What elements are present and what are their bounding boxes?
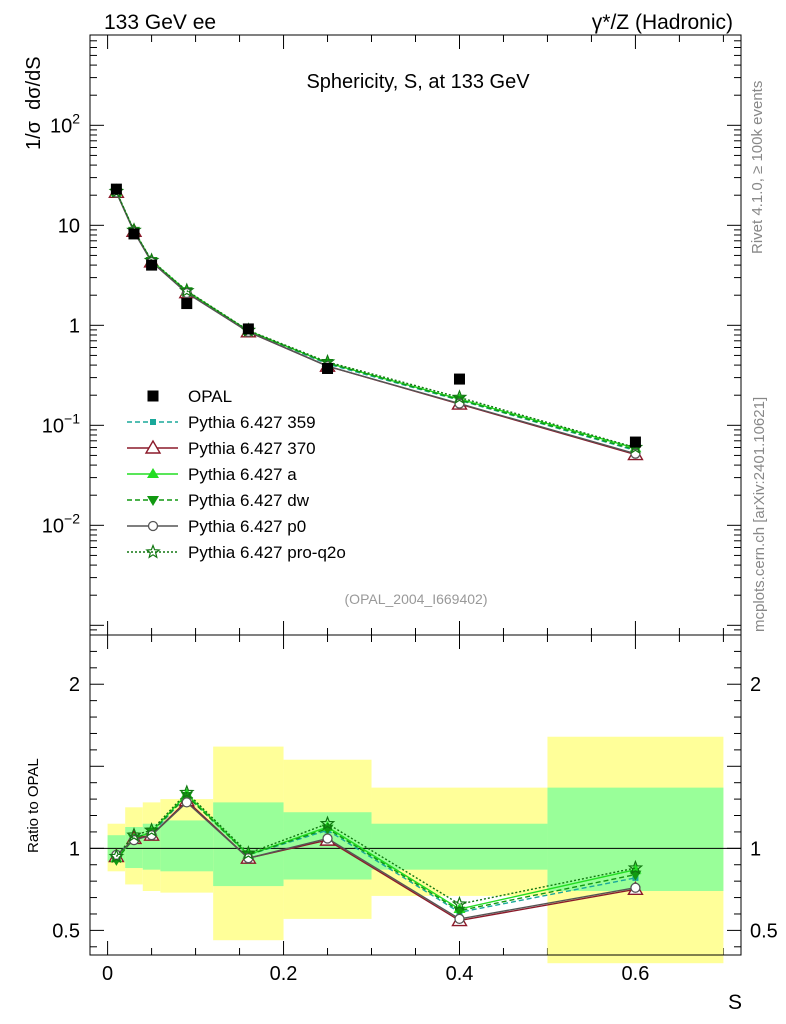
- ratio-y-tick-label-2: 2: [69, 674, 80, 696]
- legend-marker-2: [144, 439, 162, 454]
- ratio-point-5-5: [319, 815, 336, 831]
- ratio-y-tick-label-right-1: 1: [750, 838, 761, 860]
- main-point-0-5: [322, 362, 334, 374]
- legend-entry-3: Pythia 6.427 a: [127, 465, 297, 484]
- main-y-tick-label-2: 1: [69, 315, 80, 337]
- legend-entry-4: Pythia 6.427 dw: [127, 491, 310, 510]
- main-plot-panel: 10−2 10−1 1 10 102: [42, 34, 742, 955]
- legend-entry-2: Pythia 6.427 370: [127, 439, 316, 458]
- main-point-0-3: [181, 298, 193, 310]
- main-point-0-0: [110, 183, 122, 195]
- main-point-6-6: [451, 389, 468, 405]
- ratio-point-5-3: [179, 784, 195, 800]
- main-point-6-3: [179, 282, 195, 298]
- header-left: 133 GeV ee: [104, 11, 216, 34]
- legend: OPAL Pythia 6.427 359 Pythia 6.427 370 Pyth…: [127, 387, 346, 562]
- main-series-line-4: [115, 191, 636, 451]
- legend-marker-0: [147, 390, 159, 402]
- ratio-point-5-7: [627, 859, 644, 875]
- ratio-point-5-0: [108, 848, 125, 864]
- legend-marker-1: [150, 419, 156, 425]
- main-point-0-2: [146, 259, 158, 271]
- legend-label-0: OPAL: [188, 387, 232, 406]
- ratio-point-4-3: [181, 797, 192, 808]
- ratio-point-5-6: [451, 895, 468, 911]
- x-tick-label-3: 0.6: [622, 963, 650, 985]
- rivet-label: Rivet 4.1.0, ≥ 100k events: [749, 81, 766, 254]
- legend-label-4: Pythia 6.427 dw: [188, 491, 310, 510]
- legend-marker-4: [147, 496, 159, 506]
- ratio-point-5-4: [240, 845, 257, 860]
- x-tick-label-1: 0.2: [270, 963, 298, 985]
- x-tick-label-0: 0: [102, 963, 113, 985]
- ratio-point-4-7: [630, 882, 641, 893]
- legend-label-5: Pythia 6.427 p0: [188, 517, 306, 536]
- ratio-y-tick-label-right-0: 0.5: [750, 920, 778, 942]
- legend-entry-5: Pythia 6.427 p0: [127, 517, 306, 536]
- legend-label-6: Pythia 6.427 pro-q2o: [188, 543, 346, 562]
- legend-marker-6: [145, 543, 161, 559]
- main-series-line-1: [115, 191, 636, 452]
- legend-entry-0: OPAL: [147, 387, 232, 406]
- ratio-inner-band-4: [213, 802, 284, 887]
- main-series-line-3: [115, 191, 636, 449]
- main-ylabel: 1/σ dσ/dS: [23, 56, 45, 150]
- main-point-0-7: [629, 436, 641, 448]
- ratio-point-5-1: [126, 827, 142, 842]
- ratio-point-4-6: [454, 913, 465, 925]
- legend-marker-5: [147, 520, 159, 532]
- legend-label-3: Pythia 6.427 a: [188, 465, 297, 484]
- main-y-tick-label-0: 10−2: [42, 510, 80, 537]
- ratio-point-4-5: [322, 833, 333, 844]
- legend-label-1: Pythia 6.427 359: [188, 413, 316, 432]
- main-y-tick-label-1: 10−1: [42, 410, 80, 437]
- main-series-line-6: [115, 191, 636, 449]
- ratio-point-5-2: [143, 822, 160, 837]
- ratio-y-tick-label-1: 1: [69, 838, 80, 860]
- mcplots-label: mcplots.cern.ch [arXiv:2401.10621]: [751, 397, 768, 632]
- header-right: γ*/Z (Hadronic): [592, 11, 733, 34]
- legend-marker-3: [147, 468, 159, 478]
- x-tick-label-2: 0.4: [446, 963, 474, 985]
- ratio-y-tick-label-0: 0.5: [52, 920, 80, 942]
- legend-label-2: Pythia 6.427 370: [188, 439, 316, 458]
- main-point-0-6: [453, 373, 465, 385]
- ratio-inner-band-3: [160, 820, 214, 872]
- main-point-0-1: [128, 228, 140, 240]
- main-y-tick-label-3: 10: [58, 215, 80, 237]
- ratio-inner-band-6: [371, 823, 548, 870]
- legend-entry-6: Pythia 6.427 pro-q2o: [127, 543, 346, 562]
- x-axis-label: S: [728, 991, 742, 1014]
- main-title: Sphericity, S, at 133 GeV: [306, 71, 530, 93]
- ratio-ylabel: Ratio to OPAL: [25, 758, 42, 853]
- ratio-series-line-5: [115, 791, 636, 905]
- ratio-y-tick-label-right-2: 2: [750, 674, 761, 696]
- ratio-frame: [89, 634, 742, 956]
- legend-entry-1: Pythia 6.427 359: [127, 413, 316, 432]
- main-point-0-4: [242, 323, 254, 335]
- watermark: (OPAL_2004_I669402): [345, 591, 488, 607]
- ratio-series-line-3: [115, 794, 636, 912]
- main-y-tick-label-4: 102: [50, 110, 80, 137]
- ratio-plot-panel: 0 0.2 0.4 0.6 0.5 0.5 1 1 2 2: [52, 634, 778, 985]
